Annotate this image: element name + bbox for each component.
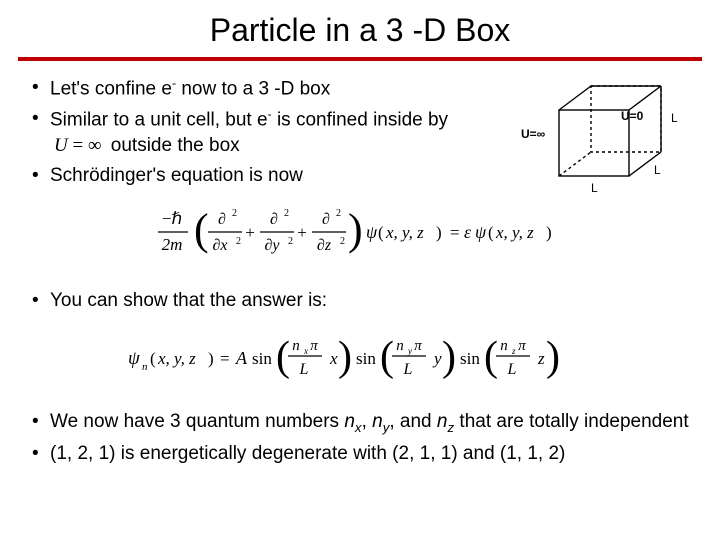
svg-text:n: n: [396, 338, 404, 354]
svg-text:(: (: [378, 223, 384, 242]
svg-text:ψ: ψ: [128, 348, 141, 369]
b1-post: now to a 3 -D box: [176, 78, 330, 99]
svg-text:(: (: [484, 334, 498, 380]
svg-text:∂: ∂: [322, 211, 330, 228]
svg-text:(: (: [194, 205, 209, 254]
svg-text:): ): [546, 334, 560, 380]
schrodinger-equation: −ℏ 2m ( ∂ 2 ∂x 2 + ∂ 2 ∂y 2 + ∂: [28, 202, 692, 272]
bullet-list-2: You can show that the answer is:: [28, 288, 692, 314]
svg-text:+: +: [297, 223, 307, 242]
svg-text:n: n: [292, 338, 300, 354]
b5-c: that are totally independent: [454, 411, 689, 432]
b2-end: outside the box: [106, 135, 240, 156]
svg-text:(: (: [488, 223, 494, 242]
slide-title: Particle in a 3 -D Box: [0, 0, 720, 57]
bullet-list-3: We now have 3 quantum numbers nx, ny, an…: [28, 409, 692, 466]
svg-text:2: 2: [288, 236, 293, 247]
svg-text:(: (: [276, 334, 290, 380]
bullet-6: (1, 2, 1) is energetically degenerate wi…: [28, 441, 692, 467]
svg-text:): ): [546, 223, 552, 242]
svg-text:(: (: [150, 349, 156, 368]
svg-text:ψ: ψ: [475, 222, 487, 242]
svg-text:): ): [348, 205, 363, 254]
svg-text:): ): [442, 334, 456, 380]
u-infinity-inline: U = ∞: [50, 133, 106, 159]
svg-text:n: n: [142, 361, 148, 373]
svg-text:L: L: [403, 361, 413, 378]
solution-equation: ψ n ( x, y, z ) = A sin ( n x π L x ) si…: [28, 328, 692, 394]
svg-text:x, y, z: x, y, z: [157, 349, 196, 368]
svg-text:2: 2: [232, 208, 237, 219]
svg-text:x, y, z: x, y, z: [385, 223, 424, 242]
svg-text:L: L: [507, 361, 517, 378]
svg-text:π: π: [518, 338, 526, 354]
b5-a: We now have 3 quantum numbers: [50, 411, 344, 432]
b5-b: , and: [389, 411, 437, 432]
svg-text:x: x: [329, 349, 338, 368]
edge-label-depth: L: [654, 163, 661, 177]
svg-text:y: y: [432, 349, 442, 368]
svg-text:sin: sin: [252, 349, 272, 368]
svg-text:2: 2: [340, 236, 345, 247]
svg-text:2: 2: [336, 208, 341, 219]
bullet-5: We now have 3 quantum numbers nx, ny, an…: [28, 409, 692, 437]
box-diagram: U=∞ U=0 L L L: [521, 78, 696, 198]
nz-symbol: nz: [437, 411, 454, 432]
svg-text:π: π: [310, 338, 318, 354]
bullet-1: Let's confine e- now to a 3 -D box: [28, 75, 458, 102]
u-outside-label: U=∞: [521, 127, 545, 141]
svg-text:+: +: [245, 223, 255, 242]
svg-text:): ): [436, 223, 442, 242]
b2-post: is confined inside by: [272, 109, 448, 130]
svg-text:(: (: [380, 334, 394, 380]
svg-text:z: z: [537, 349, 545, 368]
svg-text:2: 2: [284, 208, 289, 219]
svg-text:sin: sin: [460, 349, 480, 368]
svg-text:∂y: ∂y: [264, 237, 280, 254]
svg-text:y: y: [407, 346, 412, 356]
svg-text:ε: ε: [464, 222, 472, 242]
svg-text:−ℏ: −ℏ: [162, 209, 182, 228]
svg-text:L: L: [299, 361, 309, 378]
svg-text:∂: ∂: [218, 211, 226, 228]
u-inside-label: U=0: [621, 109, 644, 123]
title-underline: [18, 57, 702, 61]
b1-pre: Let's confine e: [50, 78, 172, 99]
svg-text:A: A: [235, 348, 248, 368]
svg-text:): ): [208, 349, 214, 368]
svg-text:sin: sin: [356, 349, 376, 368]
svg-text:x: x: [303, 346, 308, 356]
svg-text:2m: 2m: [162, 235, 183, 254]
edge-label-bottom: L: [591, 181, 598, 195]
svg-text:π: π: [414, 338, 422, 354]
svg-text:=: =: [450, 223, 460, 242]
svg-text:x, y, z: x, y, z: [495, 223, 534, 242]
bullet-2: Similar to a unit cell, but e- is confin…: [28, 106, 468, 159]
svg-text:∂z: ∂z: [317, 237, 332, 254]
svg-text:): ): [338, 334, 352, 380]
bullet-4: You can show that the answer is:: [28, 288, 692, 314]
svg-text:∂: ∂: [270, 211, 278, 228]
edge-label-right: L: [671, 111, 678, 125]
ny-symbol: ny: [372, 411, 389, 432]
b2-pre: Similar to a unit cell, but e: [50, 109, 268, 130]
svg-text:ψ: ψ: [366, 222, 378, 242]
svg-text:n: n: [500, 338, 508, 354]
nx-symbol: nx: [344, 411, 361, 432]
svg-text:∂x: ∂x: [212, 237, 227, 254]
svg-text:=: =: [220, 349, 230, 368]
svg-text:2: 2: [236, 236, 241, 247]
comma1: ,: [362, 411, 373, 432]
svg-text:z: z: [511, 346, 516, 356]
